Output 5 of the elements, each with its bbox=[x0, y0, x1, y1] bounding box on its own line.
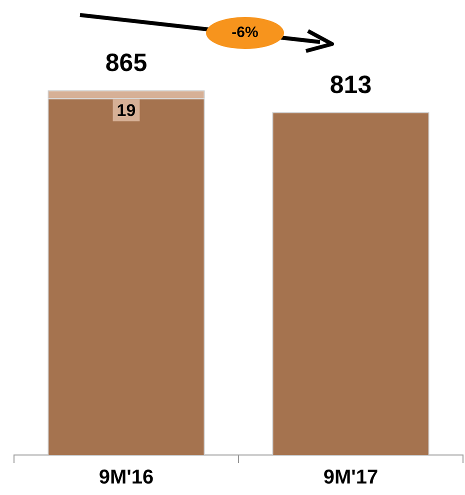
x-tick-label: 9M'16 bbox=[98, 466, 154, 489]
total-label: 865 bbox=[105, 49, 148, 78]
total-label: 813 bbox=[330, 71, 372, 100]
data-label: 19 bbox=[116, 100, 136, 120]
x-tick-label: 9M'17 bbox=[323, 466, 378, 489]
